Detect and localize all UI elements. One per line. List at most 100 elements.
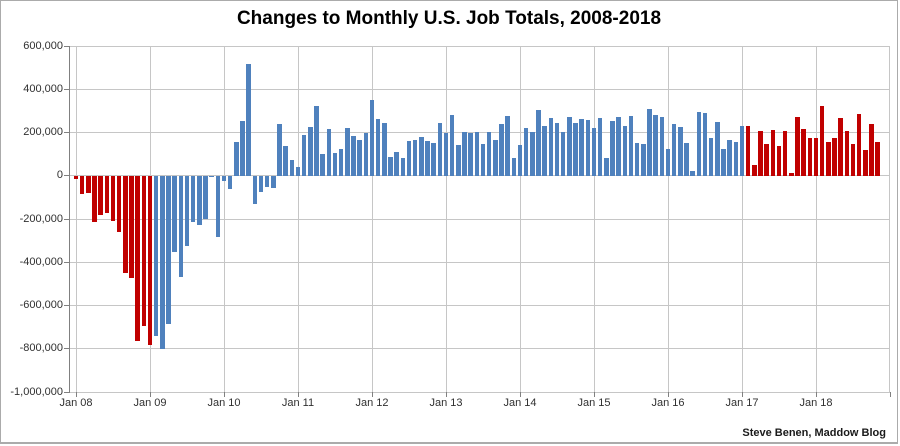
- bar-2013-12: [511, 157, 517, 176]
- bar-2008-04: [92, 175, 97, 223]
- bar-2016-07: [702, 112, 708, 176]
- y-tick-label: -600,000: [19, 299, 63, 311]
- x-tick-label: Jan 15: [577, 397, 611, 409]
- y-tick-mark: [64, 305, 70, 306]
- bar-2010-03: [234, 142, 239, 176]
- bar-2017-05: [764, 144, 769, 176]
- x-gridline: [667, 46, 669, 392]
- bar-2010-10: [277, 123, 282, 176]
- x-tick-label: Jan 10: [207, 397, 241, 409]
- bar-2010-01: [221, 175, 227, 182]
- y-gridline: [70, 45, 890, 47]
- x-tick-mark: [815, 392, 817, 397]
- bar-2018-07: [850, 143, 856, 176]
- bar-2009-03: [160, 175, 165, 349]
- bar-2014-09: [567, 117, 572, 176]
- bar-2018-06: [844, 130, 850, 176]
- x-tick-mark: [371, 392, 373, 397]
- bar-2015-10: [647, 109, 652, 176]
- x-tick-label: Jan 13: [429, 397, 463, 409]
- x-tick-mark: [297, 392, 299, 397]
- bar-2015-06: [622, 126, 628, 176]
- bar-2015-07: [628, 115, 634, 176]
- x-tick-label: Jan 09: [133, 397, 167, 409]
- bar-2010-06: [252, 175, 258, 204]
- bar-2013-03: [456, 145, 461, 176]
- bar-2014-02: [523, 127, 529, 176]
- bar-2014-10: [573, 123, 578, 176]
- bar-2015-08: [634, 143, 640, 176]
- bar-2018-03: [826, 142, 831, 176]
- bar-2016-04: [684, 142, 689, 176]
- bar-2009-09: [197, 175, 202, 225]
- attribution-text: Steve Benen, Maddow Blog: [742, 427, 886, 439]
- x-tick-label: Jan 17: [725, 397, 759, 409]
- bar-2011-02: [301, 135, 307, 176]
- bar-2008-06: [104, 175, 110, 213]
- bar-2016-02: [671, 124, 677, 176]
- bar-2012-12: [437, 123, 443, 176]
- bar-2016-03: [678, 127, 683, 176]
- bar-2018-05: [838, 117, 843, 176]
- bar-2017-03: [752, 164, 757, 176]
- y-tick-mark: [64, 88, 70, 90]
- y-gridline: [70, 132, 890, 133]
- bar-2013-05: [468, 132, 473, 176]
- bar-2009-05: [172, 175, 177, 252]
- bar-2008-05: [98, 175, 103, 216]
- bar-2012-11: [431, 143, 436, 176]
- bar-2016-12: [733, 142, 739, 176]
- bar-2014-01: [517, 144, 523, 176]
- bar-2017-10: [795, 117, 800, 176]
- bar-2012-03: [382, 122, 387, 176]
- bar-2008-10: [129, 175, 134, 279]
- y-tick-label: -800,000: [19, 342, 63, 355]
- bar-2016-06: [696, 111, 702, 176]
- bar-2009-10: [203, 175, 208, 219]
- bar-2016-10: [721, 148, 726, 176]
- bar-2012-10: [425, 141, 430, 176]
- bar-2018-02: [819, 105, 825, 176]
- bar-2010-09: [271, 175, 276, 189]
- bar-2010-04: [240, 121, 245, 176]
- bar-2017-07: [776, 145, 782, 176]
- bar-2018-04: [832, 137, 837, 176]
- bar-2012-06: [400, 158, 406, 176]
- y-tick-mark: [64, 175, 70, 177]
- bar-2012-09: [419, 136, 424, 176]
- chart-title: Changes to Monthly U.S. Job Totals, 2008…: [236, 8, 662, 29]
- bar-2015-05: [616, 116, 621, 176]
- bar-2016-08: [708, 137, 714, 176]
- bar-2011-07: [332, 152, 338, 176]
- bar-2012-01: [369, 99, 375, 176]
- x-gridline: [75, 46, 77, 392]
- y-tick-label: -1,000,000: [10, 385, 63, 398]
- bar-2011-10: [351, 136, 356, 176]
- bar-2014-12: [585, 120, 591, 176]
- y-tick-mark: [64, 348, 70, 350]
- bar-2012-02: [375, 119, 381, 176]
- bar-2010-12: [289, 160, 295, 176]
- y-gridline: [70, 305, 890, 306]
- y-tick-label: 400,000: [23, 82, 63, 95]
- y-gridline: [70, 175, 890, 177]
- bar-2017-06: [770, 130, 776, 176]
- bar-2017-12: [807, 137, 813, 176]
- bar-2009-04: [166, 175, 171, 325]
- bar-2014-05: [542, 126, 547, 176]
- y-gridline: [70, 391, 890, 393]
- bar-2012-05: [394, 151, 399, 176]
- bar-2015-04: [610, 121, 615, 176]
- bar-2017-04: [758, 130, 763, 176]
- bar-2014-08: [560, 131, 566, 176]
- bar-2011-09: [345, 127, 350, 176]
- bar-2016-09: [715, 121, 720, 176]
- bar-2011-03: [308, 127, 313, 176]
- bar-2013-01: [443, 133, 449, 176]
- bar-2011-05: [320, 153, 325, 176]
- bar-2008-09: [123, 175, 128, 274]
- x-gridline: [593, 46, 595, 392]
- x-tick-mark: [593, 392, 595, 397]
- plot-right-border: [889, 46, 890, 392]
- bar-2015-09: [641, 143, 646, 176]
